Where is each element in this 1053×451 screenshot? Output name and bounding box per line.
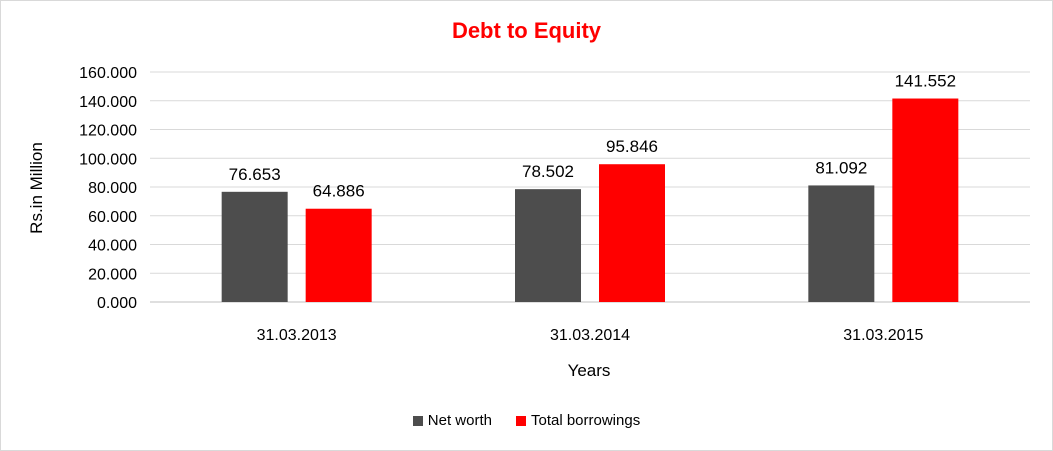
legend-swatch-total-borrowings — [515, 415, 526, 426]
x-axis-label: Years — [568, 361, 611, 380]
bar-net-worth — [515, 189, 581, 302]
data-label-total-borrowings: 64.886 — [313, 182, 365, 201]
data-label-net-worth: 76.653 — [229, 165, 281, 184]
chart-title: Debt to Equity — [451, 18, 602, 43]
y-tick-label: 0.000 — [97, 295, 137, 312]
bars — [221, 98, 959, 302]
y-tick-label: 40.000 — [88, 238, 137, 255]
bar-net-worth — [808, 185, 875, 302]
legend-label-total-borrowings: Total borrowings — [530, 412, 641, 429]
x-tick-label: 31.03.2015 — [843, 327, 923, 344]
y-tick-label: 100.000 — [79, 151, 137, 168]
y-axis-ticks: 0.000 20.000 40.000 60.000 80.000 100.000 120.… — [79, 65, 137, 312]
x-tick-label: 31.03.2014 — [550, 327, 630, 344]
x-tick-label: 31.03.2013 — [257, 327, 337, 344]
legend-item-net-worth: Net worth — [412, 412, 492, 429]
y-tick-label: 160.000 — [79, 65, 137, 82]
y-axis-label: Rs.in Million — [27, 142, 46, 234]
bar-total-borrowings — [599, 164, 665, 302]
data-label-net-worth: 81.092 — [815, 158, 867, 177]
y-tick-label: 20.000 — [88, 266, 137, 283]
data-label-net-worth: 78.502 — [522, 162, 574, 181]
gridlines — [150, 71, 1030, 303]
bar-total-borrowings — [892, 98, 959, 302]
legend-swatch-net-worth — [412, 415, 423, 426]
data-label-total-borrowings: 95.846 — [606, 137, 658, 156]
bar-total-borrowings — [305, 208, 372, 302]
data-labels: 76.653 64.886 78.502 95.846 81.092 141.552 — [229, 72, 956, 201]
y-tick-label: 80.000 — [88, 180, 137, 197]
x-axis-ticks: 31.03.2013 31.03.2014 31.03.2015 — [257, 327, 924, 344]
legend-label-net-worth: Net worth — [427, 412, 492, 429]
y-tick-label: 140.000 — [79, 94, 137, 111]
legend-item-total-borrowings: Total borrowings — [515, 412, 641, 429]
y-tick-label: 120.000 — [79, 123, 137, 140]
y-tick-label: 60.000 — [88, 209, 137, 226]
data-label-total-borrowings: 141.552 — [895, 72, 956, 91]
legend: Net worth Total borrowings — [0, 412, 1053, 429]
bar-net-worth — [221, 191, 288, 302]
